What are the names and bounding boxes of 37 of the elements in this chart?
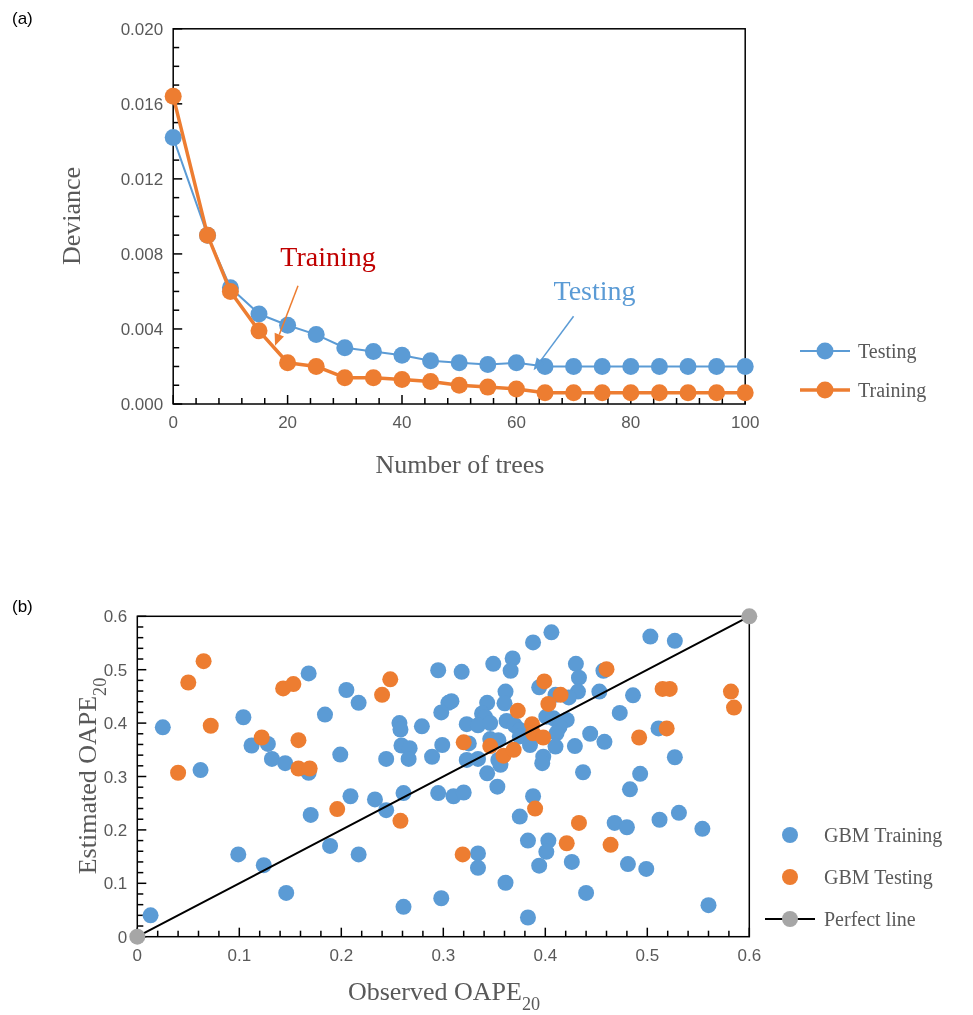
x-tick-label: 100 — [731, 413, 760, 432]
y-tick-label: 0.012 — [120, 169, 164, 189]
y-axis-title: Deviance — [57, 166, 86, 266]
legend-label: Training — [858, 379, 927, 402]
x-tick-label: 0 — [168, 413, 178, 432]
x-axis-title: Number of trees — [375, 450, 545, 479]
chart-title: (b) — [12, 597, 33, 616]
y-tick-label: 0.5 — [103, 660, 128, 680]
y-tick-label: 0.008 — [120, 244, 164, 264]
x-tick-label: 60 — [506, 413, 526, 432]
y-tick-label: 0.1 — [103, 874, 128, 894]
x-tick-label: 0.6 — [737, 945, 762, 965]
x-tick-label: 0.2 — [329, 945, 354, 965]
annotation: Training — [280, 240, 376, 272]
y-tick-label: 0.4 — [103, 714, 128, 734]
legend-label: GBM Testing — [824, 866, 933, 889]
annotation: Testing — [553, 275, 636, 307]
text: (a) — [12, 9, 33, 28]
legend-label: GBM Training — [824, 824, 943, 847]
y-tick-label: 0.020 — [120, 19, 164, 39]
y-tick-label: 0.016 — [120, 94, 164, 114]
x-tick-label: 0.5 — [635, 945, 660, 965]
y-tick-label: 0.000 — [120, 395, 164, 414]
x-axis-title: Observed OAPE$_{20}$ — [347, 977, 541, 1014]
y-tick-label: 0.3 — [103, 767, 128, 787]
y-tick-label: 0 — [117, 927, 128, 947]
y-tick-label: 0.2 — [103, 820, 128, 840]
x-tick-label: 40 — [392, 413, 412, 432]
y-tick-label: 0.6 — [103, 607, 128, 627]
x-tick-label: 20 — [278, 413, 298, 432]
legend-label: Perfect line — [824, 908, 916, 930]
y-tick-label: 0.004 — [120, 319, 164, 339]
legend-label: Testing — [858, 340, 917, 363]
x-tick-label: 80 — [621, 413, 641, 432]
x-tick-label: 0.1 — [227, 945, 252, 965]
x-tick-label: 0.4 — [533, 945, 558, 965]
x-tick-label: 0.3 — [431, 945, 456, 965]
